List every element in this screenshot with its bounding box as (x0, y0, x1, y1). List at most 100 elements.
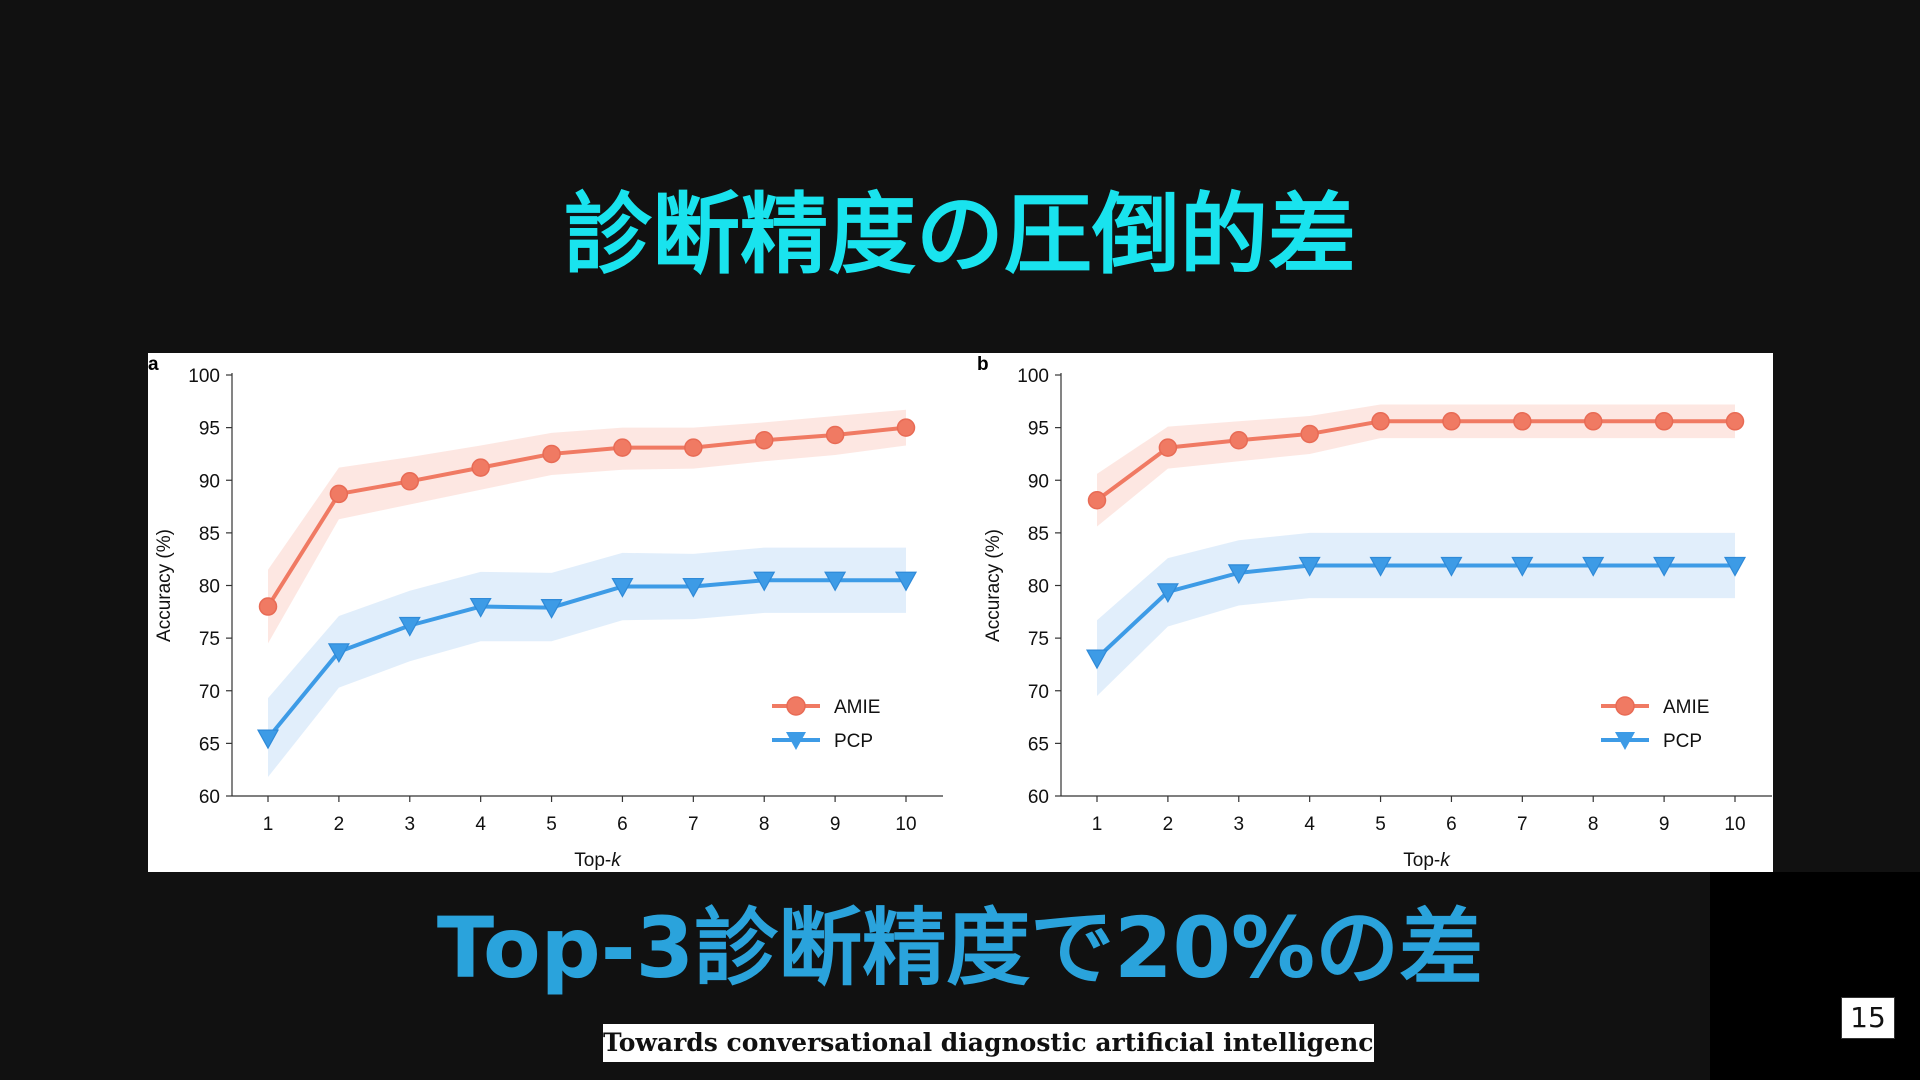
panel-a-y-tick-label: 60 (199, 787, 220, 808)
panel-a-pcp-line (266, 578, 906, 740)
panel-b-legend-pcp-label: PCP (1663, 731, 1702, 752)
panel-b-pcp-point (1085, 649, 1109, 670)
panel-a-legend-amie-label: AMIE (834, 697, 880, 718)
panel-b-amie-point (1654, 412, 1674, 431)
corner-block (1710, 872, 1920, 1080)
panel-a-pcp-point (540, 599, 563, 619)
panel-b-legend-amie-label: AMIE (1663, 697, 1709, 718)
panel-a-x-tick-label: 10 (895, 814, 916, 835)
panel-a-y-axis-label: Accuracy (%) (154, 529, 175, 642)
panel-a-x-tick-label: 1 (263, 814, 274, 835)
panel-b-x-tick-label: 5 (1375, 814, 1386, 835)
panel-a-pcp-point (611, 577, 634, 598)
panel-b-y-tick-label: 60 (1028, 787, 1049, 808)
panel-a-legend-amie-marker (786, 696, 806, 716)
panel-a-y-tick-label: 100 (188, 366, 220, 387)
slide-subtitle: Top-3診断精度で20%の差 (436, 899, 1484, 997)
panel-b-x-tick-label: 4 (1304, 814, 1315, 835)
paper-citation: Towards conversational diagnostic artifi… (603, 1024, 1374, 1062)
panel-b-x-tick-label: 7 (1517, 814, 1528, 835)
panel-b-y-tick-label: 100 (1017, 366, 1049, 387)
panel-a-amie-point (471, 458, 490, 477)
panel-b-pcp-line (1095, 563, 1735, 660)
panel-a-x-axis-label: Top-k (574, 850, 622, 871)
panel-b-y-tick-label: 75 (1028, 629, 1049, 650)
panel-b-x-tick-label: 8 (1588, 814, 1599, 835)
panel-a-pcp-point (469, 597, 492, 618)
panel-a-x-tick-label: 4 (475, 814, 486, 835)
panel-b-pcp-point (1582, 556, 1605, 577)
panel-b-pcp-point (1369, 556, 1392, 577)
panel-a-y-tick-label: 90 (199, 471, 220, 492)
panel-b-pcp-point (1723, 556, 1747, 577)
panel-b-x-axis-label: Top-k (1403, 850, 1451, 871)
panel-a-pcp-point (398, 616, 421, 637)
panel-b-amie-point (1087, 490, 1107, 510)
panel-a-pcp-point (327, 643, 350, 664)
panel-b-amie-point (1300, 424, 1319, 444)
panel-b-x-tick-label: 3 (1233, 814, 1244, 835)
panel-b-pcp-point (1653, 556, 1676, 577)
panel-a-amie-ci-band (268, 409, 906, 644)
panel-a-pcp-point (894, 571, 918, 592)
panel-b-pcp-point (1511, 556, 1534, 577)
panel-b-y-tick-label: 80 (1028, 577, 1049, 598)
panel-b-y-tick-label: 90 (1028, 471, 1049, 492)
panel-a-legend-pcp-label: PCP (834, 731, 873, 752)
panel-a-y-tick-label: 65 (199, 734, 220, 755)
panel-b-x-tick-label: 2 (1163, 814, 1174, 835)
panel-a-label: a (148, 354, 159, 375)
page-number: 15 (1841, 997, 1895, 1039)
panel-a-pcp-point (682, 577, 705, 598)
panel-a-y-tick-label: 75 (199, 629, 220, 650)
panel-a-amie-point (684, 438, 703, 457)
panel-b-amie-point (1725, 412, 1745, 431)
panel-a-x-tick-label: 2 (334, 814, 345, 835)
panel-a-pcp-point (256, 729, 280, 750)
panel-a-amie-point (613, 438, 632, 457)
panel-b-y-tick-label: 95 (1028, 419, 1049, 440)
panel-a-amie-line (266, 425, 907, 608)
panel-b-y-axis-label: Accuracy (%) (983, 529, 1004, 642)
panel-b-x-tick-label: 6 (1446, 814, 1457, 835)
panel-a-y-tick-label: 70 (199, 682, 220, 703)
panel-b-amie-point (1513, 412, 1532, 431)
panel-b-x-tick-label: 9 (1659, 814, 1670, 835)
panel-a-amie-point (896, 418, 916, 437)
chart-panel: a 60 65 70 75 80 85 90 95 100 1 2 3 4 5 6 7 8 9 10 Top-k Accu… (148, 353, 1773, 872)
panel-b-legend-pcp-marker (1615, 732, 1635, 750)
panel-b-pcp-point (1156, 583, 1179, 604)
panel-b-y-tick-label: 65 (1028, 734, 1049, 755)
panel-a-amie-point (329, 484, 349, 504)
panel-a-amie-point (542, 444, 561, 464)
panel-a-y-tick-label: 95 (199, 419, 220, 440)
panel-a-y-tick-label: 80 (199, 577, 220, 598)
panel-a-x-tick-label: 6 (617, 814, 628, 835)
panel-a-amie-point (825, 425, 845, 445)
panel-b-pcp-ci-band (1097, 532, 1735, 697)
panel-a-amie-point (754, 431, 774, 450)
panel-b-amie-line (1095, 419, 1735, 502)
panel-b-amie-ci-band (1097, 404, 1735, 527)
panel-a-y-tick-label: 85 (199, 524, 220, 545)
panel-b-amie-point (1442, 412, 1461, 431)
panel-a-x-tick-label: 7 (688, 814, 699, 835)
panel-a-amie-point (258, 597, 278, 616)
panel-b-pcp-point (1227, 564, 1250, 585)
panel-b-pcp-point (1298, 556, 1321, 577)
slide-title: 診断精度の圧倒的差 (563, 183, 1356, 286)
panel-b-y-tick-label: 70 (1028, 682, 1049, 703)
panel-b-amie-point (1229, 431, 1249, 450)
panel-a-legend-pcp-marker (786, 732, 806, 750)
panel-a-x-tick-label: 8 (759, 814, 770, 835)
panel-b-amie-point (1371, 412, 1390, 431)
panel-b-x-tick-label: 10 (1724, 814, 1745, 835)
panel-a-x-tick-label: 9 (830, 814, 841, 835)
panel-a-pcp-point (753, 571, 776, 592)
panel-a-amie-point (400, 472, 420, 491)
panel-a-x-tick-label: 5 (546, 814, 557, 835)
panel-b-amie-point (1583, 412, 1603, 431)
panel-b-label: b (977, 354, 989, 375)
panel-b-pcp-point (1440, 556, 1463, 577)
